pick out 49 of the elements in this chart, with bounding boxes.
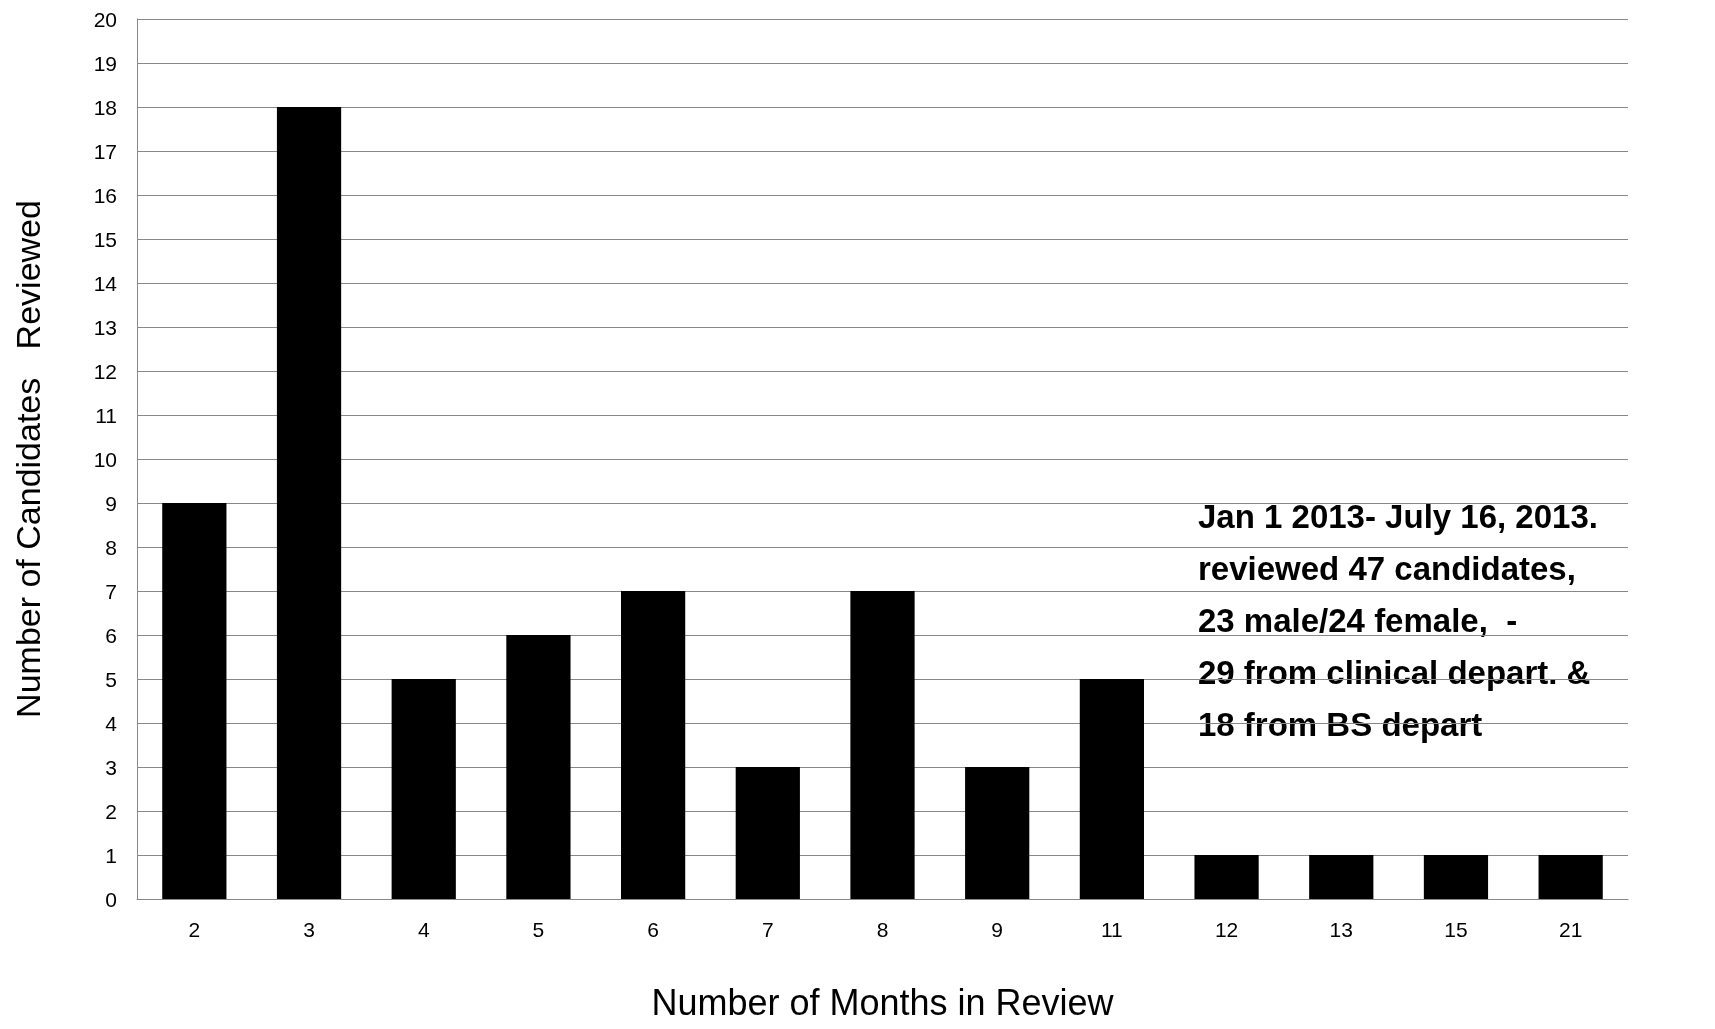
bar [1194, 855, 1259, 899]
bar [276, 107, 342, 899]
y-tick-label: 5 [105, 667, 117, 691]
y-tick-label: 3 [105, 755, 117, 779]
bar [1423, 855, 1489, 899]
bar [391, 679, 456, 899]
x-tick-label: 8 [876, 918, 889, 941]
bar [506, 635, 571, 899]
y-tick-label: 19 [93, 51, 117, 75]
x-tick-label: 5 [532, 918, 545, 941]
y-tick-label: 2 [105, 799, 117, 823]
y-tick-label: 6 [105, 623, 117, 647]
y-tick-label: 0 [105, 887, 117, 911]
y-tick-label: 15 [93, 227, 117, 251]
y-tick-label: 10 [93, 447, 117, 471]
x-tick-label: 7 [761, 918, 774, 941]
x-tick-label: 6 [647, 918, 659, 941]
y-tick-label: 9 [105, 491, 117, 515]
y-tick-label: 8 [105, 535, 117, 559]
bar [735, 767, 800, 899]
y-tick-label: 16 [93, 183, 117, 207]
x-axis-title: Number of Months in Review [651, 981, 1115, 1023]
y-tick-label: 7 [105, 579, 117, 603]
x-tick-label: 11 [1100, 918, 1123, 941]
x-tick-label: 4 [417, 918, 430, 941]
y-tick-label: 20 [93, 7, 117, 31]
bar [1538, 855, 1603, 899]
bar [850, 591, 915, 899]
y-axis-title: Number of Candidates Reviewed [9, 200, 47, 718]
bar [1309, 855, 1374, 899]
y-tick-label: 13 [93, 315, 117, 339]
y-tick-label: 14 [93, 271, 118, 295]
y-tick-label: 11 [95, 403, 117, 427]
y-tick-label: 18 [93, 95, 117, 119]
x-tick-label: 12 [1214, 918, 1239, 941]
x-tick-label: 9 [991, 918, 1004, 941]
y-tick-label: 1 [105, 843, 117, 867]
x-tick-label: 2 [188, 918, 201, 941]
y-tick-label: 17 [93, 139, 117, 163]
x-tick-label: 21 [1558, 918, 1583, 941]
bar [621, 591, 686, 899]
x-tick-label: 13 [1329, 918, 1353, 941]
x-tick-label: 15 [1444, 918, 1468, 941]
bar [965, 767, 1030, 899]
y-tick-label: 4 [105, 711, 118, 735]
bar [162, 503, 227, 899]
bar [1079, 679, 1144, 899]
x-tick-label: 3 [303, 918, 315, 941]
y-tick-label: 12 [93, 359, 117, 383]
